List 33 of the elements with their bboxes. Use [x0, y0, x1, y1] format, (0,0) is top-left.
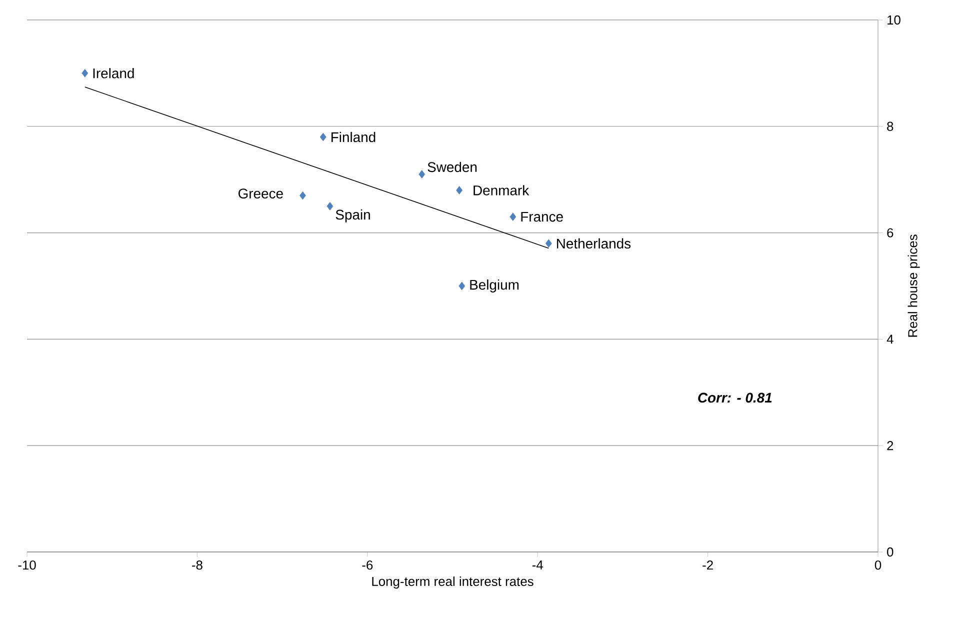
- annotation: Netherlands: [557, 238, 631, 249]
- x-tick-label: -2: [702, 560, 713, 570]
- point: [418, 170, 426, 178]
- annotation: Greece: [238, 188, 283, 198]
- annotation: France: [521, 212, 563, 222]
- y-tick-label: 8: [887, 122, 894, 131]
- y-axis-title: Real house prices: [908, 234, 920, 337]
- point: [456, 186, 463, 194]
- point: [458, 282, 466, 290]
- annotation: Ireland: [93, 68, 134, 78]
- x-axis-title: Long-term real interest rates: [372, 576, 534, 589]
- y-tick-label: 10: [888, 15, 900, 25]
- annotation: Finland: [332, 132, 376, 142]
- x-tick-label: -6: [362, 560, 373, 570]
- point: [326, 202, 334, 210]
- annotation: Sweden: [428, 162, 477, 172]
- point: [545, 239, 552, 248]
- annotation: Spain: [336, 209, 370, 222]
- x-tick-label: -4: [532, 560, 543, 570]
- y-tick-label: 2: [887, 441, 894, 450]
- y-tick-label: 0: [887, 547, 894, 557]
- point: [300, 191, 306, 200]
- y-tick-label: 4: [886, 334, 894, 344]
- annotation: Belgium: [470, 279, 519, 292]
- annotation: Denmark: [474, 185, 530, 196]
- point: [320, 132, 326, 142]
- point: [510, 212, 516, 222]
- y-tick-label: 6: [887, 228, 894, 238]
- x-tick-label: 0: [874, 560, 882, 570]
- x-tick-label: -8: [192, 560, 202, 570]
- point: [82, 69, 88, 78]
- annotation: Corr: - 0.81: [698, 392, 772, 403]
- x-tick-label: -10: [18, 560, 36, 570]
